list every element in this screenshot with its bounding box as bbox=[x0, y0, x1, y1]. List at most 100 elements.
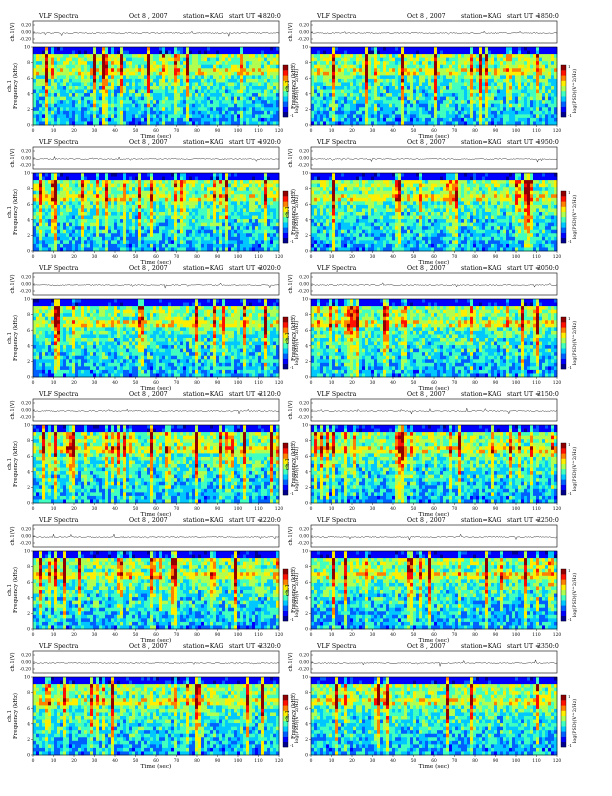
spectrogram-cell bbox=[162, 72, 165, 76]
spectrogram-cell bbox=[431, 111, 434, 115]
spectrogram-cell bbox=[479, 114, 482, 118]
spectrogram-cell bbox=[66, 216, 69, 220]
spectrogram-cell bbox=[446, 47, 449, 51]
spectrogram-cell bbox=[183, 47, 186, 51]
spectrogram-cell bbox=[521, 100, 524, 104]
spectrogram-cell bbox=[39, 114, 42, 118]
spectrogram-cell bbox=[533, 97, 536, 101]
spectrogram-cell bbox=[533, 75, 536, 79]
spectrogram-cell bbox=[446, 51, 449, 55]
spectrogram-cell bbox=[207, 104, 210, 108]
spectrogram-cell bbox=[153, 240, 156, 244]
spectrogram-cell bbox=[389, 47, 392, 51]
spectrogram-cell bbox=[156, 240, 159, 244]
spectrogram-cell bbox=[413, 82, 416, 86]
spectrogram-cell bbox=[36, 82, 39, 86]
spectrogram-cell bbox=[332, 68, 335, 72]
spectrogram-cell bbox=[165, 244, 168, 248]
spectrogram-cell bbox=[425, 97, 428, 101]
spectrogram-cell bbox=[99, 107, 102, 111]
spectrogram-cell bbox=[162, 194, 165, 198]
x-tick-label: 20 bbox=[349, 129, 355, 134]
spectrogram-cell bbox=[180, 90, 183, 94]
spectrogram-cell bbox=[105, 72, 108, 76]
spectrogram-cell bbox=[42, 180, 45, 184]
spectrogram-cell bbox=[174, 114, 177, 118]
spectrogram-cell bbox=[401, 61, 404, 65]
x-tick-label: 0 bbox=[310, 129, 313, 134]
spectrogram-cell bbox=[36, 114, 39, 118]
spectrogram-cell bbox=[461, 72, 464, 76]
spectrogram-cell bbox=[488, 82, 491, 86]
spectrogram-cell bbox=[126, 65, 129, 69]
spectrogram-cell bbox=[174, 177, 177, 181]
spectrogram-cell bbox=[527, 104, 530, 108]
spectrogram-cell bbox=[347, 118, 350, 122]
spectrogram-cell bbox=[105, 93, 108, 97]
spectrogram-cell bbox=[108, 97, 111, 101]
spectrogram-cell bbox=[467, 79, 470, 83]
spectrogram-cell bbox=[33, 104, 36, 108]
spectrogram-cell bbox=[144, 79, 147, 83]
spectrogram-cell bbox=[108, 237, 111, 241]
spectrogram-cell bbox=[93, 191, 96, 195]
spectrogram-cell bbox=[126, 118, 129, 122]
spectrogram-cell bbox=[180, 75, 183, 79]
spectrogram-cell bbox=[210, 82, 213, 86]
spectrogram-cell bbox=[258, 90, 261, 94]
spectrogram-cell bbox=[329, 72, 332, 76]
spectrogram-cell bbox=[201, 82, 204, 86]
spectrogram-cell bbox=[198, 226, 201, 230]
spectrogram-cell bbox=[443, 61, 446, 65]
spectrogram-cell bbox=[117, 104, 120, 108]
spectrogram-cell bbox=[75, 86, 78, 90]
spectrogram-cell bbox=[344, 118, 347, 122]
spectrogram-cell bbox=[479, 86, 482, 90]
spectrogram-cell bbox=[54, 205, 57, 209]
spectrogram-cell bbox=[135, 187, 138, 191]
spectrogram-cell bbox=[428, 104, 431, 108]
colorbar-segment bbox=[283, 65, 288, 70]
spectrogram-cell bbox=[413, 65, 416, 69]
spectrogram-cell bbox=[162, 233, 165, 237]
spectrogram-cell bbox=[159, 184, 162, 188]
spectrogram-cell bbox=[123, 82, 126, 86]
spectrogram-cell bbox=[165, 223, 168, 227]
spectrogram-cell bbox=[111, 208, 114, 212]
spectrogram-cell bbox=[129, 219, 132, 223]
spectrogram-cell bbox=[231, 100, 234, 104]
spectrogram-cell bbox=[201, 107, 204, 111]
spectrogram-cell bbox=[323, 118, 326, 122]
spectrogram-cell bbox=[39, 111, 42, 115]
spectrogram-cell bbox=[84, 100, 87, 104]
spectrogram-cell bbox=[201, 47, 204, 51]
spectrogram-cell bbox=[162, 205, 165, 209]
spectrogram-cell bbox=[473, 107, 476, 111]
spectrogram-cell bbox=[273, 97, 276, 101]
spectrogram-cell bbox=[225, 79, 228, 83]
spectrogram-cell bbox=[362, 47, 365, 51]
spectrogram-cell bbox=[219, 100, 222, 104]
spectrogram-cell bbox=[258, 47, 261, 51]
spectrogram-cell bbox=[419, 75, 422, 79]
spectrogram-cell bbox=[207, 86, 210, 90]
spectrogram-cell bbox=[404, 65, 407, 69]
spectrogram-cell bbox=[476, 58, 479, 62]
amplitude-tick-label: 0.20 bbox=[21, 24, 31, 29]
spectrogram-cell bbox=[69, 75, 72, 79]
spectrogram-cell bbox=[153, 219, 156, 223]
spectrogram-cell bbox=[192, 180, 195, 184]
spectrogram-cell bbox=[225, 114, 228, 118]
spectrogram-cell bbox=[69, 54, 72, 58]
spectrogram-cell bbox=[228, 79, 231, 83]
spectrogram-cell bbox=[90, 111, 93, 115]
spectrogram-cell bbox=[174, 107, 177, 111]
spectrogram-cell bbox=[48, 219, 51, 223]
spectrogram-cell bbox=[186, 223, 189, 227]
spectrogram-cell bbox=[473, 58, 476, 62]
spectrogram-cell bbox=[141, 51, 144, 55]
spectrogram-cell bbox=[371, 75, 374, 79]
spectrogram-cell bbox=[335, 118, 338, 122]
spectrogram-cell bbox=[123, 104, 126, 108]
spectrogram-cell bbox=[273, 68, 276, 72]
